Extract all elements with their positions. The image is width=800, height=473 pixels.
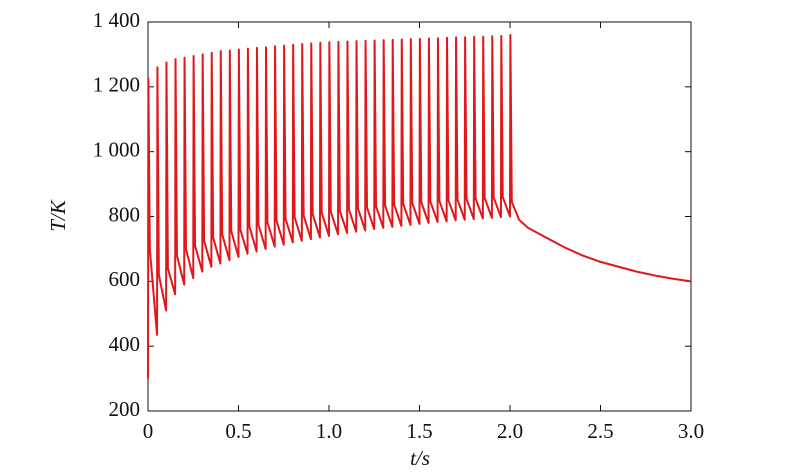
x-tick-label: 2.5 [587, 419, 613, 443]
y-tick-label: 1 200 [93, 73, 140, 97]
y-tick-label: 1 000 [93, 137, 140, 161]
x-tick-label: 1.5 [406, 419, 432, 443]
x-axis-label: t/s [410, 446, 430, 470]
x-tick-label: 3.0 [678, 419, 704, 443]
x-tick-label: 0.5 [225, 419, 251, 443]
x-tick-label: 2.0 [497, 419, 523, 443]
y-axis-label: T/K [46, 199, 70, 232]
y-tick-label: 1 400 [93, 8, 140, 32]
y-tick-label: 800 [109, 202, 141, 226]
x-tick-label: 0 [143, 419, 154, 443]
y-tick-label: 200 [109, 397, 141, 421]
data-line [147, 33, 692, 379]
y-tick-label: 600 [109, 267, 141, 291]
y-tick-label: 400 [109, 332, 141, 356]
x-tick-label: 1.0 [316, 419, 342, 443]
